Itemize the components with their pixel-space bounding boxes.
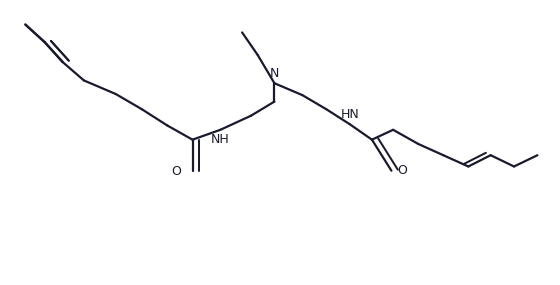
Text: HN: HN — [340, 108, 359, 121]
Text: N: N — [270, 68, 279, 80]
Text: O: O — [171, 165, 181, 178]
Text: NH: NH — [211, 133, 230, 146]
Text: O: O — [397, 164, 407, 177]
